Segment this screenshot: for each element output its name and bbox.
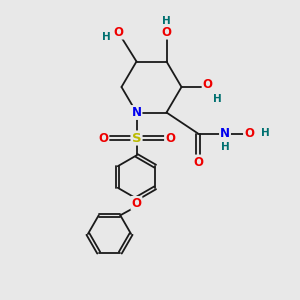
Text: H: H (261, 128, 270, 139)
Text: O: O (165, 131, 175, 145)
Text: O: O (98, 131, 108, 145)
Text: H: H (220, 142, 230, 152)
Text: O: O (161, 26, 172, 39)
Text: O: O (131, 197, 142, 210)
Text: S: S (132, 131, 141, 145)
Text: O: O (193, 155, 203, 169)
Text: O: O (113, 26, 124, 39)
Text: O: O (244, 127, 254, 140)
Text: H: H (102, 32, 111, 43)
Text: N: N (131, 106, 142, 119)
Text: H: H (213, 94, 222, 104)
Text: O: O (202, 77, 213, 91)
Text: H: H (162, 16, 171, 26)
Text: N: N (220, 127, 230, 140)
